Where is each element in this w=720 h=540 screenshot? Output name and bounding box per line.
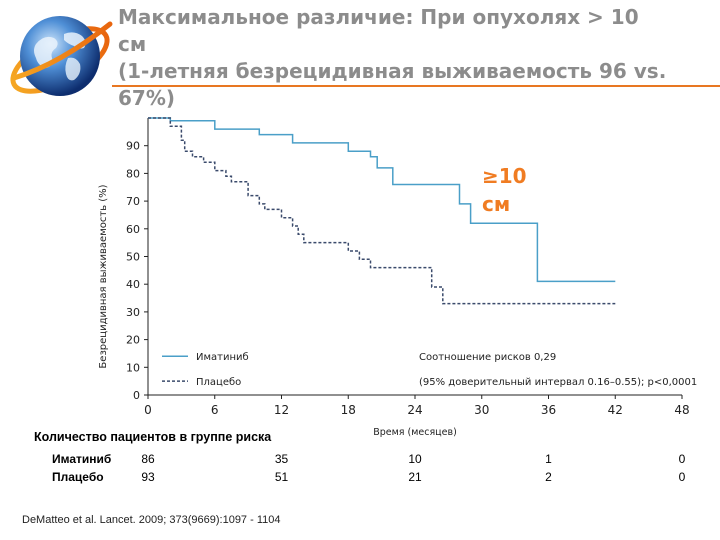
y-tick-label: 60 xyxy=(126,223,140,236)
y-tick-label: 90 xyxy=(126,140,140,153)
at-risk-value: 1 xyxy=(545,452,552,466)
at-risk-value: 2 xyxy=(545,470,552,484)
y-axis-label: Безрецидивная выживаемость (%) xyxy=(98,184,109,368)
tumor-size-unit: см xyxy=(482,192,511,216)
x-tick-label: 6 xyxy=(211,403,219,417)
at-risk-value: 10 xyxy=(408,452,422,466)
legend-note: Соотношение рисков 0,29 xyxy=(419,352,556,363)
y-tick-label: 20 xyxy=(126,334,140,347)
at-risk-header: Количество пациентов в группе риска xyxy=(34,430,272,444)
at-risk-row-label: Иматиниб xyxy=(52,452,112,466)
y-tick-label: 40 xyxy=(126,278,140,291)
x-tick-label: 12 xyxy=(274,403,289,417)
title-line-2: см xyxy=(118,32,147,56)
globe-logo xyxy=(10,16,113,96)
y-tick-label: 80 xyxy=(126,167,140,180)
x-tick-label: 48 xyxy=(674,403,689,417)
y-tick-label: 50 xyxy=(126,251,140,264)
tumor-size-value: ≥10 xyxy=(482,164,527,188)
x-tick-label: 30 xyxy=(474,403,489,417)
at-risk-value: 21 xyxy=(408,470,422,484)
title-underline xyxy=(112,85,720,87)
at-risk-table: Количество пациентов в группе риска Имат… xyxy=(0,430,720,490)
tumor-size-label: ≥10 см xyxy=(482,162,527,218)
x-tick-label: 36 xyxy=(541,403,556,417)
legend-note: (95% доверительный интервал 0.16–0.55); … xyxy=(419,377,697,388)
title-line-4: 67%) xyxy=(118,86,176,110)
y-tick-label: 10 xyxy=(126,361,140,374)
y-tick-label: 70 xyxy=(126,195,140,208)
legend-label: Плацебо xyxy=(196,377,241,388)
citation: DeMatteo et al. Lancet. 2009; 373(9669):… xyxy=(22,514,281,526)
x-tick-label: 0 xyxy=(144,403,152,417)
at-risk-value: 86 xyxy=(141,452,155,466)
at-risk-value: 0 xyxy=(678,470,686,484)
slide-title: Максимальное различие: При опухолях > 10… xyxy=(118,4,718,112)
series-line xyxy=(148,117,616,305)
x-tick-label: 42 xyxy=(608,403,623,417)
at-risk-value: 93 xyxy=(141,470,155,484)
at-risk-value: 51 xyxy=(274,470,289,484)
series-line xyxy=(148,117,616,283)
title-line-1: Максимальное различие: При опухолях > 10 xyxy=(118,5,639,29)
x-tick-label: 24 xyxy=(407,403,422,417)
at-risk-value: 35 xyxy=(274,452,289,466)
x-axis-label: Время (месяцев) xyxy=(373,427,457,438)
legend-label: Иматиниб xyxy=(196,352,249,363)
title-line-3: (1-летняя безрецидивная выживаемость 96 … xyxy=(118,59,667,83)
y-tick-label: 0 xyxy=(133,389,140,402)
at-risk-value: 0 xyxy=(678,452,686,466)
y-tick-label: 30 xyxy=(126,306,140,319)
x-tick-label: 18 xyxy=(341,403,356,417)
at-risk-row-label: Плацебо xyxy=(52,470,104,484)
